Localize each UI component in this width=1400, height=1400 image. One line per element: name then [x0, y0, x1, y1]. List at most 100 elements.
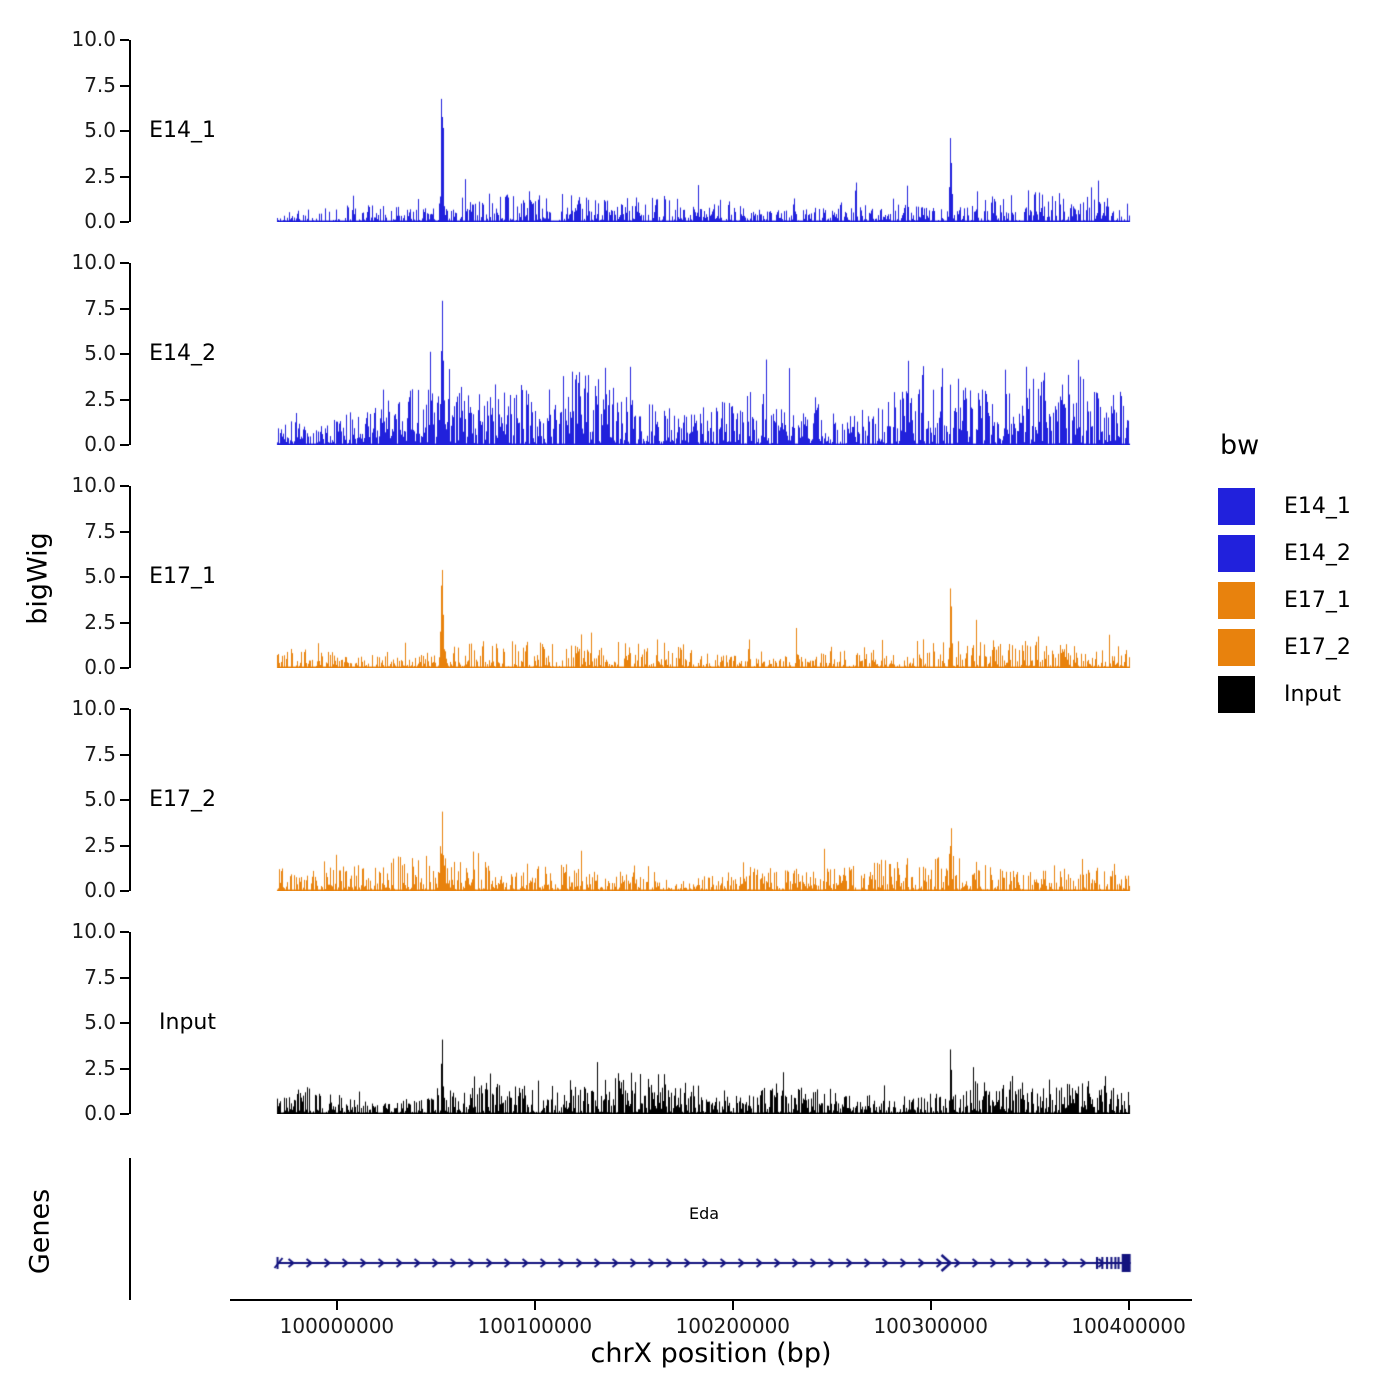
y-tick-label: 10.0	[71, 250, 116, 274]
legend-label-e14-1: E14_1	[1284, 494, 1351, 519]
y-tick-label: 0.0	[84, 878, 116, 902]
x-tick-label: 100000000	[279, 1314, 395, 1338]
x-tick-label: 100200000	[675, 1314, 791, 1338]
y-tick-mark	[120, 398, 129, 401]
legend-swatch-e17-1	[1218, 582, 1255, 619]
y-tick-mark	[120, 530, 129, 533]
y-tick-label: 5.0	[84, 341, 116, 365]
y-tick-mark	[120, 353, 129, 355]
x-tick-mark	[929, 1301, 932, 1310]
y-tick-label: 7.5	[84, 72, 116, 97]
y-tick-label: 5.0	[84, 1010, 116, 1034]
y-tick-label: 0.0	[84, 432, 116, 456]
track-label-e14-1: E14_1	[149, 118, 216, 143]
signal-canvas-e14-1	[232, 40, 1190, 222]
legend-title: bw	[1220, 430, 1260, 461]
y-tick-mark	[120, 621, 129, 624]
legend-swatch-e14-1	[1218, 488, 1255, 525]
y-tick-mark	[120, 931, 129, 933]
legend-swatch-input	[1218, 676, 1255, 713]
y-tick-label: 10.0	[71, 27, 116, 51]
y-tick-mark	[120, 221, 129, 223]
y-tick-mark	[120, 175, 129, 178]
x-tick-label: 100100000	[477, 1314, 593, 1338]
y-tick-label: 2.5	[84, 609, 116, 634]
legend: bw E14_1 E14_2 E17_1 E17_2 Input	[1218, 430, 1351, 718]
y-tick-label: 0.0	[84, 1101, 116, 1125]
y-tick-label: 2.5	[84, 386, 116, 411]
x-tick-mark	[731, 1301, 734, 1310]
genes-panel: Eda	[0, 1158, 1400, 1300]
y-tick-label: 5.0	[84, 564, 116, 588]
y-tick-label: 0.0	[84, 655, 116, 679]
legend-label-input: Input	[1284, 682, 1341, 707]
x-tick-mark	[1127, 1301, 1130, 1310]
y-tick-label: 7.5	[84, 518, 116, 543]
legend-item-e14-1: E14_1	[1218, 483, 1351, 530]
track-panel-e17-2: 10.0 7.5 5.0 2.5 0.0 E17_2	[0, 696, 1400, 902]
legend-label-e14-2: E14_2	[1284, 541, 1351, 566]
y-tick-mark	[120, 844, 129, 847]
y-tick-mark	[120, 667, 129, 669]
legend-label-e17-1: E17_1	[1284, 588, 1351, 613]
legend-label-e17-2: E17_2	[1284, 635, 1351, 660]
y-tick-mark	[120, 890, 129, 892]
y-axis-line	[129, 709, 131, 891]
x-tick-label: 100400000	[1071, 1314, 1186, 1338]
y-tick-mark	[120, 1113, 129, 1115]
genes-axis-line	[129, 1158, 131, 1300]
y-tick-label: 10.0	[71, 696, 116, 720]
y-tick-mark	[120, 1022, 129, 1024]
y-tick-mark	[120, 444, 129, 446]
y-tick-mark	[120, 84, 129, 87]
y-tick-label: 7.5	[84, 964, 116, 989]
track-panel-e14-2: 10.0 7.5 5.0 2.5 0.0 E14_2	[0, 250, 1400, 456]
track-panel-e17-1: 10.0 7.5 5.0 2.5 0.0 E17_1	[0, 473, 1400, 679]
y-tick-label: 7.5	[84, 741, 116, 766]
x-tick-mark	[335, 1301, 338, 1310]
y-tick-label: 2.5	[84, 163, 116, 188]
y-axis-line	[129, 932, 131, 1114]
y-tick-mark	[120, 976, 129, 979]
x-tick-label: 100300000	[873, 1314, 988, 1338]
x-axis-title: chrX position (bp)	[590, 1338, 832, 1369]
signal-canvas-input	[232, 932, 1190, 1114]
track-panel-e14-1: 10.0 7.5 5.0 2.5 0.0 E14_1	[0, 27, 1400, 233]
legend-item-input: Input	[1218, 671, 1351, 718]
y-tick-label: 2.5	[84, 1055, 116, 1080]
signal-canvas-e14-2	[232, 263, 1190, 445]
y-tick-mark	[120, 130, 129, 132]
y-tick-mark	[120, 1067, 129, 1070]
track-label-e17-2: E17_2	[149, 787, 216, 812]
signal-canvas-e17-1	[232, 486, 1190, 668]
y-tick-label: 5.0	[84, 118, 116, 142]
y-tick-mark	[120, 307, 129, 310]
track-label-e17-1: E17_1	[149, 564, 216, 589]
track-label-input: Input	[159, 1010, 216, 1035]
x-tick-mark	[533, 1301, 536, 1310]
x-axis-line	[230, 1299, 1192, 1301]
legend-item-e17-1: E17_1	[1218, 577, 1351, 624]
track-panel-input: 10.0 7.5 5.0 2.5 0.0 Input	[0, 919, 1400, 1125]
legend-item-e17-2: E17_2	[1218, 624, 1351, 671]
legend-item-e14-2: E14_2	[1218, 530, 1351, 577]
y-tick-mark	[120, 708, 129, 710]
track-label-e14-2: E14_2	[149, 341, 216, 366]
y-axis-line	[129, 263, 131, 445]
x-axis-ticks: 100000000 100100000 100200000 100300000 1004…	[0, 1301, 1400, 1361]
y-tick-mark	[120, 576, 129, 578]
y-tick-label: 7.5	[84, 295, 116, 320]
y-tick-label: 2.5	[84, 832, 116, 857]
y-tick-label: 10.0	[71, 919, 116, 943]
signal-canvas-e17-2	[232, 709, 1190, 891]
y-tick-label: 10.0	[71, 473, 116, 497]
y-tick-label: 0.0	[84, 209, 116, 233]
y-tick-mark	[120, 485, 129, 487]
y-tick-mark	[120, 262, 129, 264]
legend-swatch-e14-2	[1218, 535, 1255, 572]
legend-swatch-e17-2	[1218, 629, 1255, 666]
y-axis-line	[129, 40, 131, 222]
y-tick-label: 5.0	[84, 787, 116, 811]
y-tick-mark	[120, 799, 129, 801]
